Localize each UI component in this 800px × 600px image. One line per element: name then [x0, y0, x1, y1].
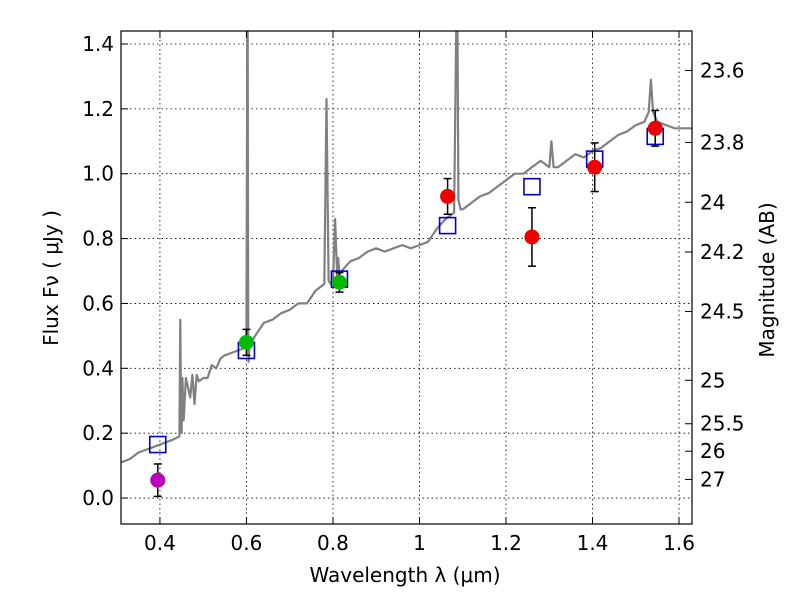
y-axis-ticks: 0.0 0.2 0.4 0.6 0.8 1.0 1.2 1.4: [82, 32, 128, 510]
y-tick-label: 1.4: [82, 32, 114, 56]
x-axis-title: Wavelength λ (μm): [309, 563, 500, 587]
model-band-square: [523, 177, 541, 196]
photometry-point: [331, 274, 347, 290]
right-axis-ticks: 23.6 23.8 24 24.2 24.5 25 25.5 26 27: [685, 58, 745, 491]
x-tick-label: 1: [413, 531, 426, 555]
y-tick-label: 0.6: [82, 291, 114, 315]
photometry-point: [647, 120, 663, 136]
y-axis-title-left: Flux Fν ( μJy ): [39, 210, 63, 346]
y-tick-label: 0.8: [82, 227, 114, 251]
spectrum-layer: [121, 31, 692, 464]
plot-frame: [120, 30, 693, 525]
photometry-point: [587, 159, 603, 175]
photometry-layer: [150, 109, 663, 498]
right-tick-label: 24.5: [700, 299, 745, 323]
right-tick-label: 26: [700, 439, 725, 463]
right-tick-label: 23.6: [700, 58, 745, 82]
photometry-point: [150, 472, 166, 488]
right-tick-label: 25.5: [700, 412, 745, 436]
y-tick-label: 1.0: [82, 162, 114, 186]
photometry-point: [524, 229, 540, 245]
y-axis-title-right: Magnitude (AB): [755, 202, 779, 357]
x-axis-ticks: 0.4 0.6 0.8 1 1.2 1.4 1.6: [144, 31, 695, 555]
x-tick-label: 0.6: [231, 531, 263, 555]
y-tick-label: 0.0: [82, 486, 114, 510]
model-band-square: [148, 435, 167, 454]
right-tick-label: 27: [700, 467, 725, 491]
model-band-square: [438, 216, 457, 235]
x-tick-label: 1.4: [577, 531, 609, 555]
y-tick-label: 0.4: [82, 356, 114, 380]
right-tick-label: 24.2: [700, 240, 745, 264]
x-tick-label: 1.6: [663, 531, 695, 555]
spectrum-line: [121, 31, 692, 464]
right-tick-label: 24: [700, 190, 725, 214]
x-tick-label: 1.2: [490, 531, 522, 555]
y-tick-label: 1.2: [82, 97, 114, 121]
photometry-point: [440, 188, 456, 204]
model-band-layer: [148, 127, 665, 454]
x-tick-label: 0.8: [317, 531, 349, 555]
right-tick-label: 23.8: [700, 130, 745, 154]
photometry-point: [238, 334, 254, 350]
y-tick-label: 0.2: [82, 421, 114, 445]
grid-lines: [121, 31, 692, 524]
right-tick-label: 25: [700, 368, 725, 392]
x-tick-label: 0.4: [144, 531, 176, 555]
